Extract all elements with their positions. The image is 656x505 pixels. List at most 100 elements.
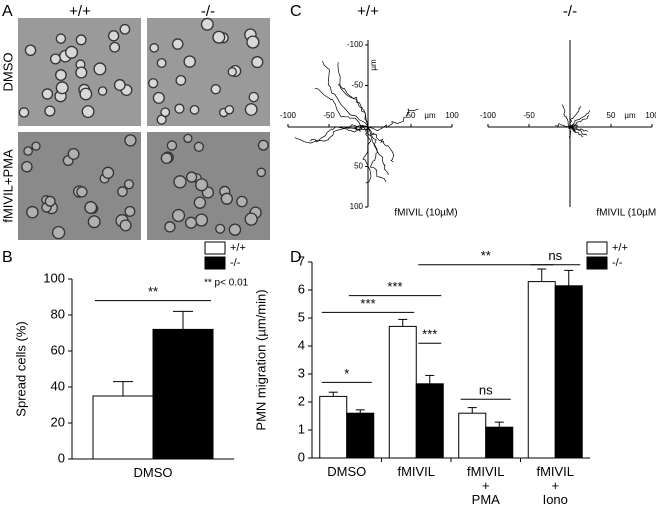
cell	[244, 103, 258, 116]
annotation: fMIVIL (10µM)	[596, 208, 656, 219]
legend-swatch	[204, 256, 226, 270]
x-tick-label: 100	[445, 111, 459, 120]
y-tick-label: 6	[298, 281, 305, 296]
cell	[156, 58, 167, 69]
cell	[174, 103, 185, 114]
legend-label: +/+	[230, 242, 246, 254]
y-tick-label: 100	[43, 270, 65, 285]
significance-label: ***	[387, 279, 402, 294]
cell	[149, 43, 159, 53]
x-tick-label: 100	[645, 111, 656, 120]
significance-label: ***	[422, 327, 437, 342]
y-axis-label: µm	[369, 59, 378, 71]
cell	[183, 55, 196, 68]
significance-label: **	[481, 248, 491, 263]
x-tick-label: DMSO	[133, 465, 173, 480]
cell	[164, 221, 176, 233]
y-tick-label: 0	[58, 450, 65, 465]
cell	[24, 44, 37, 57]
x-tick-label: 50	[607, 111, 616, 120]
annotation: fMIVIL (10µM)	[394, 208, 457, 219]
cell	[246, 35, 260, 49]
cell-track	[367, 126, 389, 176]
panel-label: A	[2, 3, 13, 20]
cell	[195, 178, 209, 192]
cell	[23, 146, 33, 156]
cell-track	[569, 105, 582, 128]
bar	[554, 285, 583, 459]
cell	[184, 216, 198, 229]
cell	[119, 23, 131, 35]
bar	[92, 395, 154, 460]
x-tick-label: -100	[280, 111, 297, 120]
cell	[171, 38, 184, 50]
panel-label: C	[290, 3, 302, 20]
cell	[228, 223, 242, 236]
cell	[173, 175, 187, 189]
cell-track	[568, 125, 572, 138]
cell	[210, 84, 221, 95]
plot-title: -/-	[563, 3, 577, 20]
cell	[227, 67, 237, 77]
legend-label: -/-	[612, 257, 623, 269]
x-tick-label: fMIVIL	[397, 464, 436, 479]
cell	[21, 160, 33, 173]
cell	[200, 17, 214, 31]
y-tick-label: 0	[298, 449, 305, 464]
legend-swatch	[204, 241, 226, 255]
cell-track	[561, 104, 571, 128]
cell	[87, 215, 101, 229]
cell	[244, 212, 258, 226]
bar	[415, 383, 444, 459]
y-tick-label: 7	[298, 253, 305, 268]
y-tick-label: 50	[354, 162, 363, 171]
y-axis-label: Spread cells (%)	[13, 321, 28, 416]
bar	[152, 328, 214, 460]
cell	[84, 201, 98, 214]
bar	[485, 426, 514, 459]
cell-track	[294, 126, 369, 144]
cell	[55, 81, 69, 95]
bar	[388, 325, 417, 459]
y-tick-label: -100	[347, 40, 364, 49]
cell	[175, 74, 187, 86]
cell	[79, 87, 93, 101]
cell-track	[362, 126, 372, 184]
cell	[51, 225, 66, 240]
cell	[117, 186, 128, 197]
cell	[101, 166, 115, 179]
plot-title: +/+	[357, 3, 379, 20]
cell	[166, 140, 178, 151]
cell	[44, 105, 56, 117]
cell-track	[569, 126, 584, 138]
cell-track	[569, 115, 590, 128]
x-tick-label: DMSO	[327, 464, 367, 479]
x-tick-label: 50	[407, 111, 416, 120]
legend-swatch	[586, 256, 608, 270]
cell	[152, 91, 165, 104]
cell	[256, 167, 267, 178]
cell	[183, 133, 193, 144]
x-axis-label: µm	[624, 111, 636, 120]
cell	[93, 62, 107, 76]
y-tick-label: 5	[298, 309, 305, 324]
cell-track	[569, 126, 587, 136]
cell	[18, 107, 30, 118]
cell	[185, 171, 198, 183]
cell	[97, 86, 108, 96]
cell	[41, 88, 54, 100]
cell	[81, 105, 95, 119]
significance-label: ***	[360, 296, 375, 311]
cell	[220, 192, 233, 205]
cell	[49, 53, 61, 65]
cell	[248, 91, 259, 103]
x-tick-label: fMIVIL + Iono	[536, 464, 575, 505]
y-tick-label: 100	[350, 202, 364, 211]
legend-label: -/-	[230, 257, 241, 269]
cell	[76, 186, 88, 198]
cell-track	[365, 126, 395, 163]
cell	[148, 78, 159, 89]
y-tick-label: 80	[51, 306, 65, 321]
cell	[75, 66, 88, 79]
